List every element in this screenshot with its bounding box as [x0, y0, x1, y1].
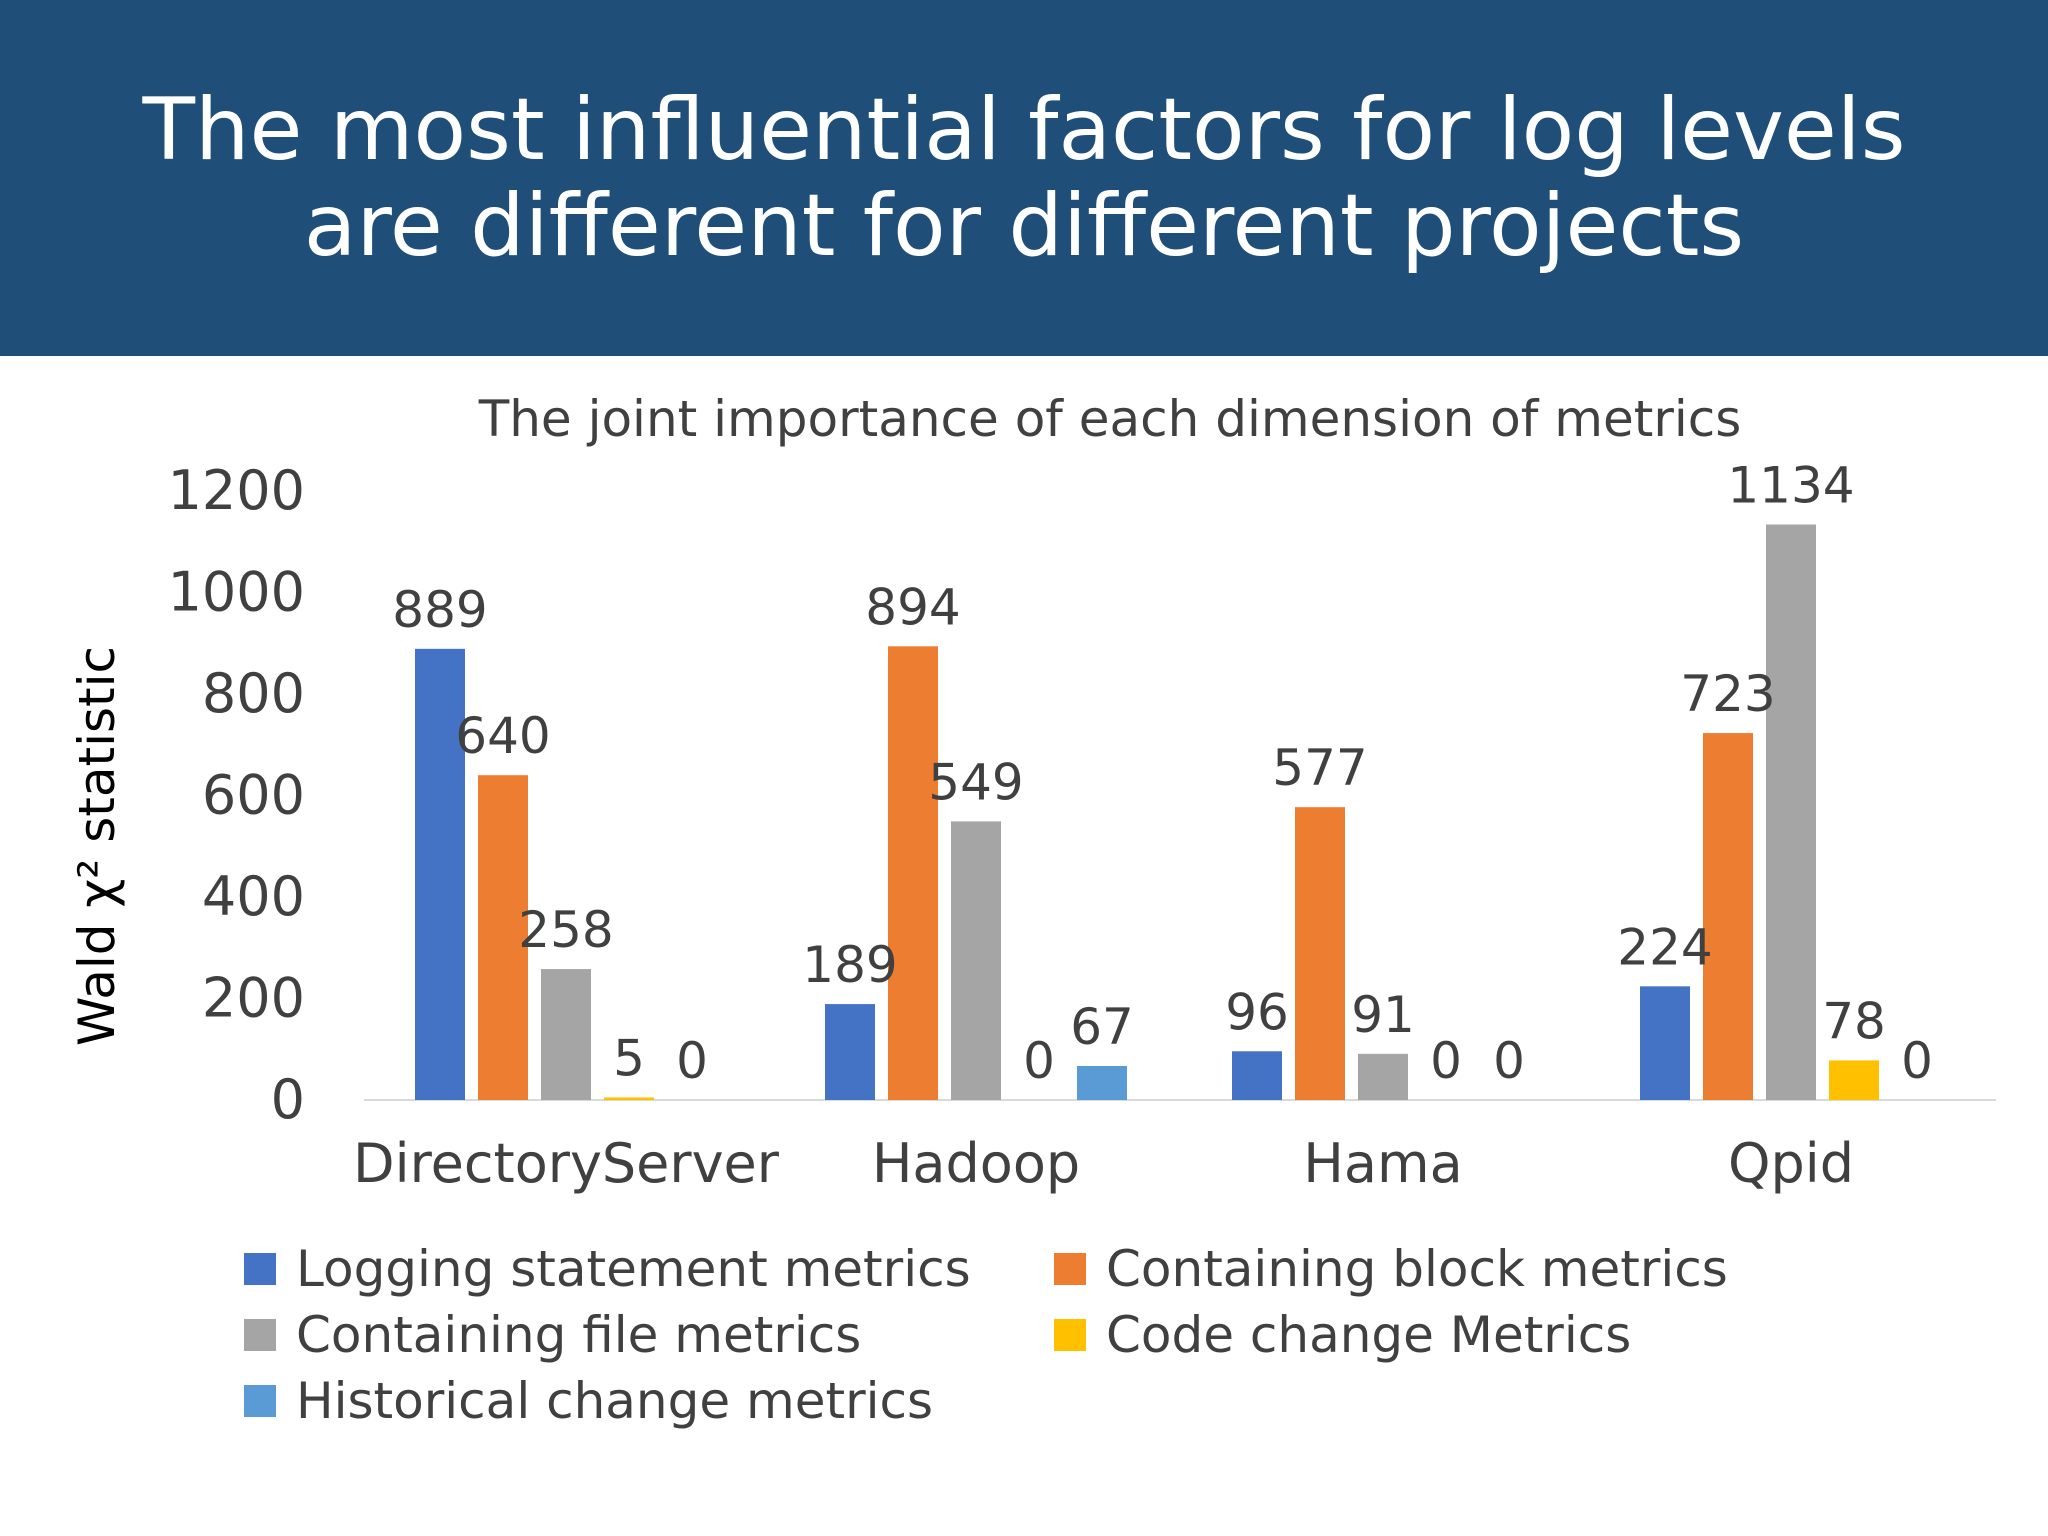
- data-label: 0: [1901, 1032, 1933, 1090]
- bar: [1295, 807, 1345, 1100]
- data-label: 0: [1430, 1032, 1462, 1090]
- bar: [1232, 1051, 1282, 1100]
- bar: [1703, 733, 1753, 1100]
- legend-item-historical-change: Historical change metrics: [244, 1372, 933, 1430]
- bars: [415, 524, 1879, 1100]
- y-axis-ticks: 0 200 400 600 800 1000 1200: [168, 459, 305, 1131]
- legend-item-containing-block: Containing block metrics: [1054, 1240, 1728, 1298]
- data-label: 91: [1351, 986, 1415, 1044]
- legend-label: Code change Metrics: [1106, 1306, 1632, 1364]
- legend-swatch: [244, 1319, 276, 1351]
- bar: [825, 1004, 875, 1100]
- bar-chart: The joint importance of each dimension o…: [68, 390, 1996, 1195]
- data-label: 640: [455, 707, 550, 765]
- chart-title: The joint importance of each dimension o…: [478, 390, 1742, 448]
- y-tick-label: 1200: [168, 459, 305, 522]
- legend-label: Logging statement metrics: [296, 1240, 971, 1298]
- x-tick-label: Hama: [1303, 1132, 1462, 1195]
- y-tick-label: 200: [202, 967, 305, 1030]
- bar: [888, 646, 938, 1100]
- data-label: 78: [1822, 992, 1886, 1050]
- bar: [1829, 1060, 1879, 1100]
- legend-swatch: [244, 1253, 276, 1285]
- bar: [604, 1097, 654, 1100]
- legend: Logging statement metrics Containing blo…: [244, 1240, 1884, 1438]
- data-label: 0: [1493, 1032, 1525, 1090]
- bar: [1077, 1065, 1127, 1100]
- legend-item-code-change: Code change Metrics: [1054, 1306, 1631, 1364]
- y-tick-label: 800: [202, 662, 305, 725]
- bar: [1766, 524, 1816, 1100]
- y-axis-label: Wald χ² statistic: [68, 646, 126, 1046]
- x-tick-label: Qpid: [1728, 1132, 1854, 1195]
- data-label: 5: [613, 1029, 645, 1087]
- slide-header: The most influential factors for log lev…: [0, 0, 2048, 356]
- legend-label: Historical change metrics: [296, 1372, 934, 1430]
- legend-label: Containing block metrics: [1106, 1240, 1728, 1298]
- x-tick-label: Hadoop: [872, 1132, 1080, 1195]
- data-label: 1134: [1727, 456, 1854, 514]
- x-tick-label: DirectoryServer: [353, 1132, 780, 1195]
- slide-title: The most influential factors for log lev…: [142, 80, 1906, 276]
- bar: [1358, 1053, 1408, 1100]
- data-label: 189: [802, 936, 897, 994]
- y-tick-label: 1000: [168, 561, 305, 624]
- data-label: 224: [1617, 918, 1712, 976]
- data-label: 723: [1680, 665, 1775, 723]
- data-label: 549: [928, 753, 1023, 811]
- bar: [478, 775, 528, 1100]
- data-label: 96: [1225, 983, 1289, 1041]
- bar: [951, 821, 1001, 1100]
- y-tick-label: 0: [271, 1068, 305, 1131]
- data-label: 0: [1023, 1032, 1055, 1090]
- y-tick-label: 600: [202, 764, 305, 827]
- data-label: 894: [865, 578, 960, 636]
- legend-label: Containing file metrics: [296, 1306, 862, 1364]
- legend-item-containing-file: Containing file metrics: [244, 1306, 861, 1364]
- legend-item-logging-statement: Logging statement metrics: [244, 1240, 971, 1298]
- legend-swatch: [244, 1385, 276, 1417]
- bar: [541, 969, 591, 1100]
- data-label: 0: [676, 1032, 708, 1090]
- legend-swatch: [1054, 1253, 1086, 1285]
- data-label: 67: [1070, 998, 1134, 1056]
- bar: [415, 648, 465, 1100]
- x-axis-ticks: DirectoryServer Hadoop Hama Qpid: [353, 1132, 1854, 1195]
- legend-swatch: [1054, 1319, 1086, 1351]
- bar: [1640, 986, 1690, 1100]
- data-label: 258: [518, 901, 613, 959]
- data-label: 889: [392, 581, 487, 639]
- y-tick-label: 400: [202, 865, 305, 928]
- data-label: 577: [1272, 739, 1367, 797]
